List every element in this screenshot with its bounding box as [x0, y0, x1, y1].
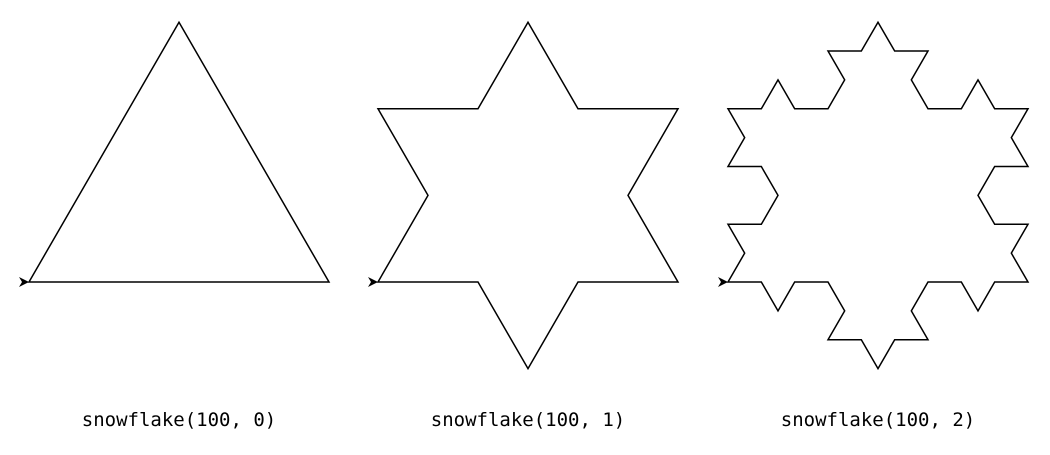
koch-snowflake-depth-2	[726, 20, 1030, 371]
snowflake-panel-depth-2: snowflake(100, 2)	[718, 20, 1030, 431]
arrowhead-icon	[368, 277, 378, 287]
snowflake-panel-depth-0: snowflake(100, 0)	[19, 20, 331, 431]
koch-snowflake-depth-0	[27, 20, 331, 283]
snowflake-panel-depth-1: snowflake(100, 1)	[368, 20, 680, 431]
arrowhead-icon	[19, 277, 29, 287]
arrowhead-icon	[718, 277, 728, 287]
koch-snowflake-depth-1	[376, 20, 680, 371]
snowflake-caption: snowflake(100, 1)	[431, 409, 625, 431]
snowflake-caption: snowflake(100, 0)	[82, 409, 276, 431]
snowflake-caption: snowflake(100, 2)	[781, 409, 975, 431]
